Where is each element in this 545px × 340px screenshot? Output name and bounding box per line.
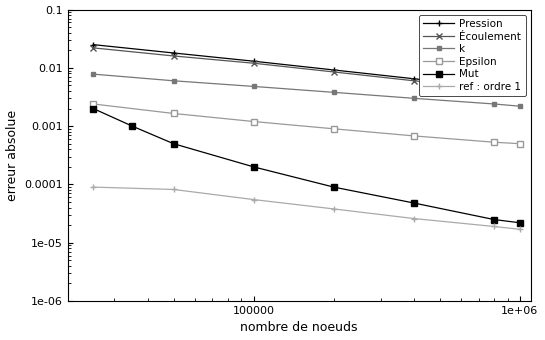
Écoulement [170, 54, 177, 58]
Écoulement [330, 70, 337, 74]
Mut [330, 185, 337, 189]
ref : ordre 1: (8e+05, 1.9e-05): ordre 1: (8e+05, 1.9e-05) [491, 224, 498, 228]
Epsilon [250, 119, 257, 123]
k [491, 102, 498, 106]
Écoulement [250, 61, 257, 65]
Legend: Pression, Écoulement, k, Epsilon, Mut, ref : ordre 1: Pression, Écoulement, k, Epsilon, Mut, r… [419, 15, 526, 96]
Mut [410, 201, 417, 205]
k [170, 79, 177, 83]
Mut [517, 221, 523, 225]
Mut [170, 142, 177, 146]
Pression [410, 77, 417, 81]
Écoulement [90, 46, 96, 50]
ref : ordre 1: (2.5e+04, 9e-05): ordre 1: (2.5e+04, 9e-05) [90, 185, 96, 189]
Pression [250, 59, 257, 63]
Line: Écoulement: Écoulement [90, 45, 523, 94]
Y-axis label: erreur absolue: erreur absolue [5, 110, 19, 201]
Pression [170, 51, 177, 55]
Pression [517, 87, 523, 91]
Epsilon [491, 140, 498, 144]
ref : ordre 1: (5e+04, 8.2e-05): ordre 1: (5e+04, 8.2e-05) [170, 187, 177, 191]
ref : ordre 1: (2e+05, 3.8e-05): ordre 1: (2e+05, 3.8e-05) [330, 207, 337, 211]
Mut [90, 106, 96, 110]
Epsilon [330, 127, 337, 131]
Mut [250, 165, 257, 169]
Epsilon [517, 142, 523, 146]
Mut [129, 124, 136, 128]
ref : ordre 1: (4e+05, 2.6e-05): ordre 1: (4e+05, 2.6e-05) [410, 217, 417, 221]
Écoulement [410, 79, 417, 83]
Pression [491, 85, 498, 89]
Line: Epsilon: Epsilon [90, 101, 523, 147]
Pression [330, 68, 337, 72]
Epsilon [410, 134, 417, 138]
k [410, 96, 417, 100]
Pression [90, 42, 96, 47]
ref : ordre 1: (1e+06, 1.7e-05): ordre 1: (1e+06, 1.7e-05) [517, 227, 523, 231]
Écoulement [491, 87, 498, 91]
k [330, 90, 337, 95]
k [90, 72, 96, 76]
Line: Pression: Pression [90, 41, 523, 93]
k [517, 104, 523, 108]
Line: k: k [92, 72, 522, 108]
Line: Mut: Mut [90, 105, 523, 226]
Line: ref : ordre 1: ref : ordre 1 [90, 184, 523, 232]
Écoulement [517, 89, 523, 93]
Epsilon [170, 112, 177, 116]
X-axis label: nombre de noeuds: nombre de noeuds [240, 321, 358, 335]
Epsilon [90, 102, 96, 106]
ref : ordre 1: (1e+05, 5.5e-05): ordre 1: (1e+05, 5.5e-05) [250, 198, 257, 202]
Mut [491, 218, 498, 222]
k [250, 84, 257, 88]
